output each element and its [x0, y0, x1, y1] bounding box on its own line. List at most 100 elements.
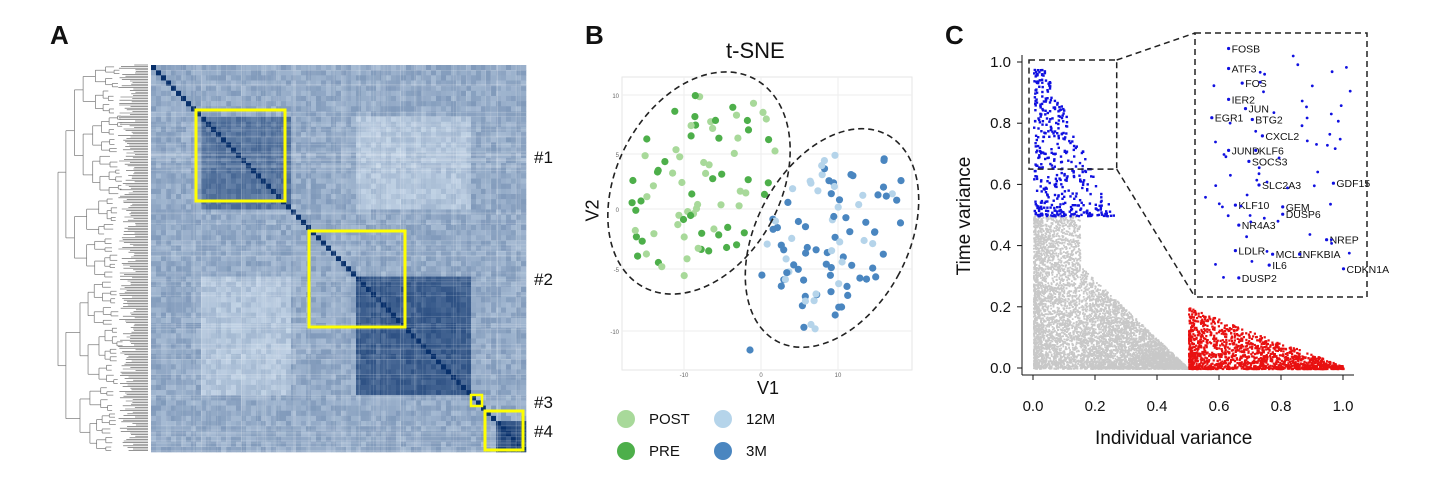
gene-label: KLF6 [1259, 145, 1284, 157]
tsne-y-tick: 5 [616, 153, 620, 159]
tsne-y-tick: -10 [610, 330, 619, 336]
cluster-box-1 [194, 108, 287, 203]
cluster-label-2: #2 [534, 270, 553, 289]
gene-label: CXCL2 [1265, 131, 1299, 143]
gene-point [1240, 81, 1244, 85]
variance-x-tick: 0.6 [1209, 398, 1230, 415]
tsne-tick-labels: -10 0 10 10 5 0 -5 -10 [610, 94, 842, 379]
gene-point [1237, 223, 1241, 227]
variance-points [1033, 68, 1345, 371]
cluster-label-3: #3 [534, 393, 553, 412]
gene-point [1281, 205, 1285, 209]
gene-label: MCL1 [1276, 249, 1304, 261]
gene-point [1267, 263, 1271, 267]
cluster-label-4: #4 [534, 422, 553, 441]
gene-label: BTG2 [1255, 115, 1283, 127]
tsne-points [628, 92, 905, 354]
gene-point [1210, 116, 1214, 120]
gene-point [1227, 66, 1231, 71]
pre-post-ellipse [607, 71, 791, 295]
gene-label: JUND [1232, 145, 1260, 157]
gene-point [1271, 252, 1275, 256]
gene-point [1281, 212, 1285, 216]
cluster-box-3 [469, 393, 484, 408]
gene-label: GEM [1286, 202, 1310, 214]
tsne-title: t-SNE [726, 38, 785, 63]
tsne-y-tick: -5 [614, 268, 620, 274]
gene-point [1227, 46, 1231, 51]
gene-label: SOCS3 [1252, 156, 1288, 168]
gene-point [1227, 97, 1231, 101]
legend-item-3m: 3M [714, 442, 767, 460]
legend-label-12m: 12M [746, 410, 776, 428]
cluster-highlight-boxes [194, 108, 525, 452]
variance-y-tick: 0.4 [990, 238, 1011, 255]
gene-point [1254, 148, 1258, 152]
legend-item-post: POST [617, 410, 690, 428]
gene-point [1298, 252, 1302, 256]
gene-point [1247, 159, 1251, 163]
gene-point [1227, 148, 1231, 152]
tsne-x-axis-title: V1 [757, 378, 780, 398]
gene-point [1325, 238, 1329, 242]
variance-y-tick: 0.0 [990, 360, 1011, 377]
panel-letter-c: C [945, 20, 964, 50]
gene-label: EGR1 [1215, 113, 1244, 125]
tsne-y-tick: 10 [612, 94, 619, 100]
variance-x-tick: 0.8 [1271, 398, 1292, 415]
gene-label: IL6 [1272, 260, 1287, 272]
tsne-y-tick: 0 [616, 208, 620, 214]
gene-label: NFKBIA [1303, 249, 1341, 261]
gene-label: LDLR [1238, 246, 1265, 258]
legend-dot-pre [617, 442, 635, 460]
variance-y-axis-title: Time variance [954, 156, 975, 276]
gene-point [1233, 203, 1237, 207]
legend-label-post: POST [649, 410, 690, 428]
cluster-box-2 [307, 229, 407, 329]
variance-x-tick: 0.4 [1147, 398, 1168, 415]
variance-x-tick: 0.2 [1085, 398, 1106, 415]
panel-letter-a: A [50, 20, 69, 50]
variance-y-tick: 1.0 [990, 54, 1011, 71]
gene-label: ATF3 [1232, 64, 1257, 76]
cluster-box-4 [483, 409, 525, 452]
gene-label: NREP [1330, 235, 1359, 247]
followup-ellipse [744, 127, 920, 349]
panel-letter-b: B [585, 20, 604, 50]
variance-y-tick: 0.6 [990, 176, 1011, 193]
legend-label-3m: 3M [746, 442, 767, 460]
tsne-x-tick: 0 [759, 373, 763, 379]
tsne-x-tick: 10 [835, 373, 842, 379]
legend-dot-12m [714, 410, 732, 428]
variance-tick-labels: 0.0 0.2 0.4 0.6 0.8 1.0 0.0 0.2 0.4 0.6 0.8 1.0 [990, 54, 1353, 415]
gene-point [1260, 134, 1264, 138]
legend-dot-3m [714, 442, 732, 460]
cluster-label-1: #1 [534, 148, 553, 167]
variance-axes [1021, 55, 1354, 376]
gene-label: DUSP2 [1242, 273, 1277, 285]
gene-point [1331, 181, 1335, 185]
gene-label: CDKN1A [1347, 264, 1390, 276]
gene-label: IER2 [1232, 94, 1256, 106]
gene-label: NR4A3 [1242, 220, 1276, 232]
gene-label: DUSP6 [1286, 209, 1321, 221]
legend-dot-post [617, 410, 635, 428]
gene-label: KLF10 [1238, 200, 1269, 212]
tsne-grid [622, 77, 912, 370]
variance-x-axis-title: Individual variance [1095, 428, 1253, 449]
gene-point [1250, 117, 1254, 122]
gene-point [1257, 183, 1261, 187]
legend-item-pre: PRE [617, 442, 680, 460]
gene-point [1243, 107, 1248, 111]
tsne-x-tick: -10 [680, 373, 689, 379]
legend-label-pre: PRE [649, 442, 680, 460]
variance-y-tick: 0.8 [990, 115, 1011, 132]
gene-label: JUN [1249, 104, 1269, 116]
gene-label: SLC2A3 [1262, 180, 1301, 192]
gene-point [1237, 276, 1241, 280]
variance-x-tick: 0.0 [1023, 398, 1044, 415]
gene-label: GDF15 [1336, 178, 1370, 190]
